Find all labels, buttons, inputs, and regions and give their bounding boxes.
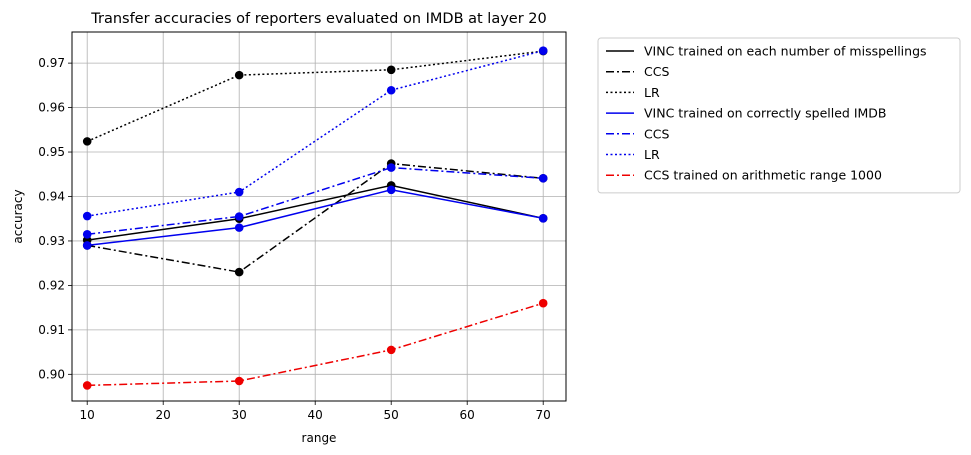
x-tick-label: 30 — [232, 408, 247, 422]
x-axis-ticks: 10 20 30 40 50 60 70 — [80, 401, 551, 422]
data-point — [234, 187, 244, 197]
x-axis-label: range — [302, 431, 337, 445]
data-point — [82, 241, 92, 250]
data-point — [386, 345, 396, 355]
series-line — [86, 50, 544, 143]
data-point — [538, 213, 548, 223]
x-tick-label: 50 — [384, 408, 399, 422]
y-tick-label: 0.91 — [38, 323, 65, 337]
legend-entry: CCS — [606, 64, 669, 79]
series-4 — [82, 185, 548, 250]
legend-entry: CCS trained on arithmetic range 1000 — [606, 168, 882, 183]
series-5 — [82, 163, 548, 239]
x-tick-label: 40 — [308, 408, 323, 422]
series-line — [87, 302, 544, 387]
y-tick-label: 0.90 — [38, 367, 65, 381]
legend-label: CCS — [644, 64, 669, 79]
legend-label: VINC trained on correctly spelled IMDB — [644, 106, 887, 121]
plot-frame — [71, 31, 567, 402]
series-line — [87, 49, 544, 217]
data-point — [538, 173, 548, 183]
series-6 — [82, 46, 548, 221]
legend-entry: VINC trained on correctly spelled IMDB — [606, 106, 887, 121]
x-tick-label: 20 — [156, 408, 171, 422]
series-line — [87, 166, 544, 236]
legend-entry: LR — [606, 147, 660, 162]
data-point — [386, 185, 396, 195]
series-line — [87, 189, 544, 247]
data-point — [234, 267, 244, 277]
legend: VINC trained on each number of misspelli… — [597, 37, 961, 194]
y-tick-label: 0.92 — [38, 278, 65, 292]
legend-entry: VINC trained on each number of misspelli… — [606, 44, 927, 59]
x-tick-label: 60 — [460, 408, 475, 422]
data-point — [538, 46, 548, 55]
data-point — [386, 163, 396, 172]
y-axis-ticks: 0.90 0.91 0.92 0.93 0.94 0.95 0.96 0.97 — [38, 56, 72, 381]
data-point — [234, 376, 244, 386]
y-tick-label: 0.93 — [38, 234, 65, 248]
data-point — [386, 65, 396, 75]
x-tick-label: 70 — [536, 408, 551, 422]
data-point — [386, 85, 396, 95]
legend-entry: CCS — [606, 126, 669, 141]
legend-label: CCS trained on arithmetic range 1000 — [644, 168, 882, 183]
data-point — [82, 229, 92, 239]
legend-label: LR — [644, 147, 660, 162]
series-7 — [82, 298, 548, 390]
data-point — [538, 298, 548, 308]
data-point — [82, 137, 92, 146]
data-point — [82, 211, 92, 221]
y-tick-label: 0.97 — [38, 56, 65, 70]
legend-label: LR — [644, 85, 660, 100]
y-tick-label: 0.96 — [38, 101, 65, 115]
grid-lines — [72, 32, 566, 401]
y-axis-label: accuracy — [11, 189, 25, 243]
legend-label: CCS — [644, 126, 669, 141]
series-layer — [82, 46, 548, 390]
x-tick-label: 10 — [80, 408, 95, 422]
legend-entry: LR — [606, 85, 660, 100]
data-point — [234, 70, 244, 80]
data-point — [234, 212, 244, 221]
data-point — [234, 223, 244, 232]
y-tick-label: 0.94 — [38, 189, 65, 203]
series-line — [87, 162, 544, 273]
legend-box — [597, 37, 961, 194]
y-tick-label: 0.95 — [38, 145, 65, 159]
series-line — [87, 184, 544, 241]
data-point — [82, 381, 92, 390]
chart-title: Transfer accuracies of reporters evaluat… — [90, 11, 547, 27]
legend-label: VINC trained on each number of misspelli… — [644, 44, 927, 59]
